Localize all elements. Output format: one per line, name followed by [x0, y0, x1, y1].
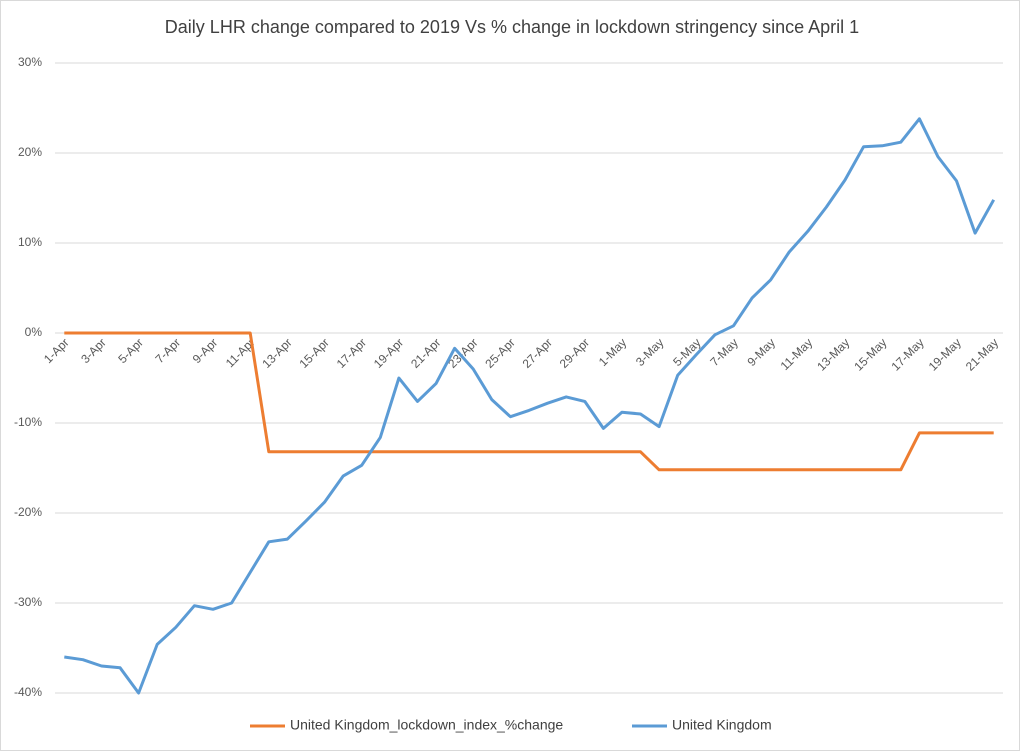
y-tick-label: 30%: [18, 55, 42, 69]
y-tick-label: -10%: [14, 415, 42, 429]
line-series: [64, 331, 994, 472]
line-series: [64, 117, 996, 695]
legend-label: United Kingdom_lockdown_index_%change: [290, 717, 563, 733]
chart-title: Daily LHR change compared to 2019 Vs % c…: [165, 17, 859, 37]
y-tick-label: -40%: [14, 685, 42, 699]
legend-label: United Kingdom: [672, 717, 772, 733]
y-tick-label: 10%: [18, 235, 42, 249]
y-tick-label: 20%: [18, 145, 42, 159]
y-tick-label: -30%: [14, 595, 42, 609]
y-tick-label: 0%: [25, 325, 43, 339]
y-tick-label: -20%: [14, 505, 42, 519]
